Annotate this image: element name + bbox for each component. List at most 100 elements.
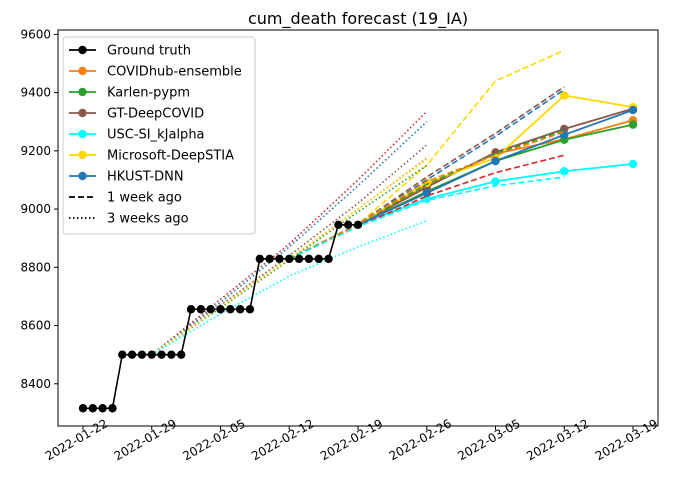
ground-truth-point <box>157 350 166 359</box>
series-line <box>357 163 634 226</box>
x-tick-label: 2022-01-29 <box>112 416 179 463</box>
ground-truth-point <box>196 305 206 314</box>
series-group-6 <box>288 49 565 260</box>
ground-truth-point <box>245 305 255 314</box>
ground-truth-point <box>314 254 323 264</box>
legend: Ground truth COVIDhub-ensemble Karlen-pypm… <box>62 36 256 235</box>
chart-title: cum_death forecast (19_IA) <box>248 9 468 29</box>
series-group-18 <box>151 158 428 356</box>
y-tick-label: 8400 <box>20 377 51 391</box>
legend-entry: 1 week ago <box>69 191 182 206</box>
legend-entry: Microsoft-DeepSTIA <box>69 149 234 164</box>
series-line <box>288 89 565 260</box>
series-line <box>151 158 428 356</box>
y-tick-label: 8800 <box>20 260 51 274</box>
series-group-5 <box>357 105 638 226</box>
ground-truth-point <box>88 404 98 413</box>
x-tick-label: 2022-03-19 <box>593 416 660 463</box>
series-group-9 <box>288 129 565 260</box>
y-tick-label: 9400 <box>20 86 51 100</box>
legend-entry: USC-SI_kJalpha <box>69 128 205 143</box>
ground-truth-point <box>226 305 235 314</box>
ground-truth-point <box>127 350 137 359</box>
series-point <box>491 177 500 186</box>
series-group-10 <box>288 131 565 260</box>
x-tick-label: 2022-02-19 <box>318 416 385 463</box>
ground-truth-point <box>353 220 363 229</box>
series-point <box>491 156 500 166</box>
x-axis: 2022-01-22 2022-01-29 2022-02-05 2022-02-12… <box>43 416 660 463</box>
legend-label: COVIDhub-ensemble <box>107 65 242 80</box>
x-tick-label: 2022-03-05 <box>455 416 522 463</box>
ground-truth-point <box>98 404 107 413</box>
x-tick-label: 2022-02-12 <box>249 416 316 463</box>
ground-truth-point <box>78 404 88 413</box>
legend-entry: 3 weeks ago <box>69 212 189 227</box>
legend-marker <box>78 108 87 118</box>
legend-entry: Ground truth <box>69 44 191 59</box>
legend-label: 3 weeks ago <box>107 212 189 227</box>
legend-marker <box>78 45 87 55</box>
x-tick-label: 2022-02-05 <box>180 416 247 463</box>
legend-label: HKUST-DNN <box>107 170 184 185</box>
y-tick-label: 9000 <box>20 202 51 216</box>
x-tick-label: 2022-01-22 <box>43 416 110 463</box>
series-point <box>628 120 638 129</box>
legend-label: GT-DeepCOVID <box>107 107 204 122</box>
ground-truth-point <box>275 254 284 264</box>
legend-label: Microsoft-DeepSTIA <box>107 149 234 164</box>
ground-truth-point <box>186 305 196 314</box>
legend-label: Ground truth <box>107 44 191 59</box>
ground-truth-point <box>177 350 186 359</box>
ground-truth-point <box>147 350 156 359</box>
ground-truth-point <box>235 305 245 314</box>
ground-truth-point <box>216 305 225 314</box>
ground-truth-point <box>255 254 264 264</box>
series-group-3 <box>357 159 638 226</box>
ground-truth-point <box>343 220 353 229</box>
legend-entry: COVIDhub-ensemble <box>69 65 242 80</box>
legend-marker <box>78 129 87 139</box>
ground-truth-point <box>294 254 304 264</box>
ground-truth-point <box>324 254 333 264</box>
ground-truth-point <box>137 350 147 359</box>
x-tick-label: 2022-03-12 <box>524 416 591 463</box>
legend-marker <box>78 87 87 97</box>
y-tick-label: 9600 <box>20 27 51 41</box>
series-line <box>288 86 565 260</box>
legend-marker <box>78 171 87 181</box>
series-group-19 <box>151 219 428 356</box>
ground-truth-point <box>167 350 176 359</box>
series-line <box>151 110 428 356</box>
legend-entry: GT-DeepCOVID <box>69 107 204 122</box>
series-point <box>560 91 569 100</box>
ground-truth-line <box>83 224 358 410</box>
ground-truth-point <box>108 404 117 413</box>
ground-truth-point <box>265 254 274 264</box>
series-point <box>628 159 638 169</box>
legend-label: 1 week ago <box>107 191 182 206</box>
legend-frame <box>62 36 256 235</box>
series-group-13 <box>151 110 428 356</box>
series-point <box>628 105 638 115</box>
y-tick-label: 8600 <box>20 319 51 333</box>
series-group-11 <box>288 154 565 260</box>
ground-truth-point <box>285 254 294 264</box>
series-line <box>288 129 565 260</box>
legend-marker <box>78 66 87 76</box>
y-axis: 8400 8600 8800 9000 9200 9400 9600 <box>20 27 58 391</box>
ground-truth-point <box>334 220 343 229</box>
series-point <box>560 167 569 176</box>
series-line <box>288 49 565 260</box>
series-point <box>422 188 431 198</box>
legend-entry: HKUST-DNN <box>69 170 184 185</box>
legend-label: Karlen-pypm <box>107 86 190 101</box>
legend-marker <box>78 150 87 160</box>
ground-truth-layer <box>78 220 363 413</box>
ground-truth-point <box>206 305 215 314</box>
series-group-8 <box>288 89 565 260</box>
ground-truth-point <box>118 350 127 359</box>
x-tick-label: 2022-02-26 <box>387 416 454 463</box>
